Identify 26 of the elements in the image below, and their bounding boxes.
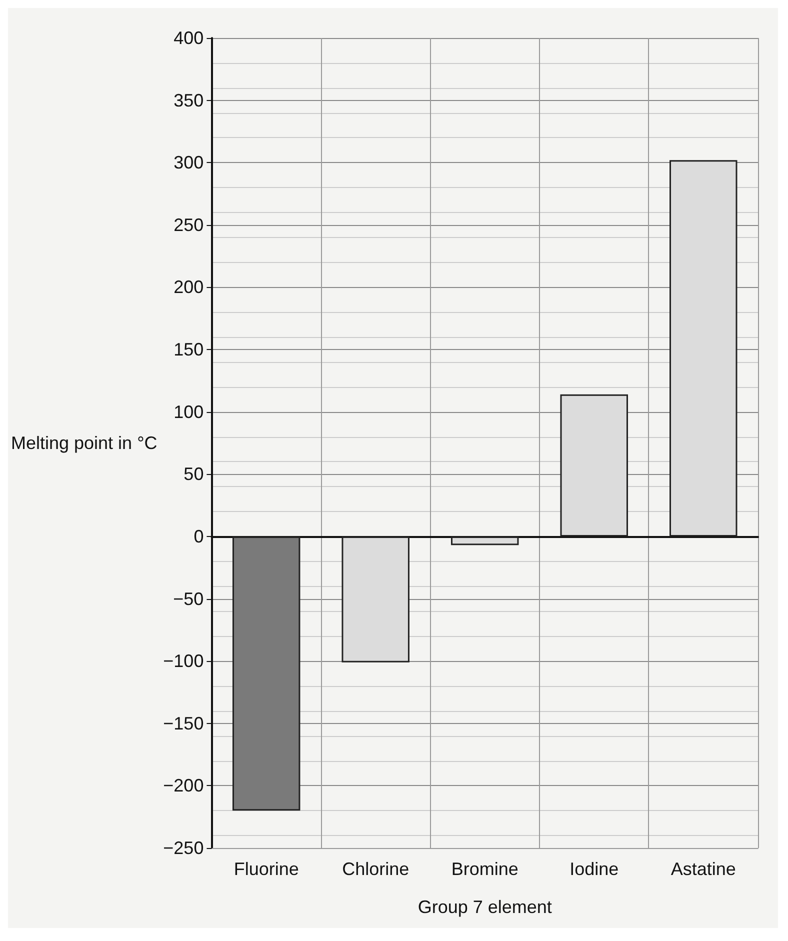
y-tick-label: 350 xyxy=(174,90,204,110)
x-tick-label: Chlorine xyxy=(342,859,410,879)
y-tick-label: −200 xyxy=(163,776,204,796)
y-tick-label: 200 xyxy=(174,277,204,298)
bar xyxy=(670,160,738,536)
bar xyxy=(232,536,300,811)
x-axis-title: Group 7 element xyxy=(418,897,552,917)
y-tick-label: 250 xyxy=(174,214,204,235)
bar xyxy=(342,536,410,662)
y-tick-label: −100 xyxy=(163,651,204,672)
y-tick-label: 150 xyxy=(174,340,204,360)
bar xyxy=(450,536,519,546)
y-tick-label: 300 xyxy=(174,152,204,173)
y-tick-label: 100 xyxy=(174,402,204,422)
y-tick-label: 0 xyxy=(194,526,204,546)
y-tick-label: −50 xyxy=(173,588,204,609)
y-axis-title: Melting point in °C xyxy=(11,433,158,453)
y-tick-label: 400 xyxy=(174,28,204,48)
y-tick-label: −150 xyxy=(163,713,204,734)
x-tick-label: Iodine xyxy=(570,859,619,879)
y-tick-label: −250 xyxy=(163,838,204,858)
y-tick-label: 50 xyxy=(184,464,204,484)
x-tick-label: Fluorine xyxy=(234,859,299,879)
x-tick-label: Bromine xyxy=(451,859,518,879)
bar xyxy=(560,394,628,536)
x-tick-label: Astatine xyxy=(670,859,736,879)
